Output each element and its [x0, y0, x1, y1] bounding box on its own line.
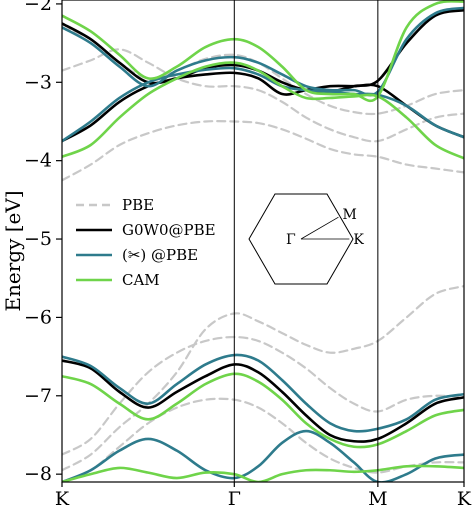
band-line-cam-14	[62, 61, 464, 160]
plot-frame	[61, 0, 465, 483]
y-tick-label: −7	[24, 385, 52, 407]
legend-label: PBE	[122, 196, 154, 214]
band-line-pbe-0	[62, 48, 464, 143]
x-tick-label: K	[55, 488, 70, 507]
band-line-pbe-5	[62, 397, 464, 482]
series-layer	[62, 0, 464, 482]
band-line-cam-15	[62, 372, 464, 449]
y-tick-label: −6	[24, 306, 52, 328]
y-tick-label: −4	[24, 150, 52, 172]
inset-m-label: M	[342, 207, 356, 223]
band-line-pbe-4	[62, 284, 464, 472]
band-line-g0w0-pbe-8	[62, 359, 464, 443]
y-axis: −2 −3 −4 −5 −6 −7 −8	[24, 0, 62, 485]
y-tick-label: −2	[24, 0, 52, 15]
band-line-pbe-12	[62, 429, 464, 482]
band-line-pbe-11	[62, 353, 464, 433]
brillouin-zone-inset: Γ M K	[248, 193, 364, 285]
x-tick-label: Γ	[228, 488, 241, 507]
band-line-pbe-10	[62, 66, 464, 143]
y-tick-label: −5	[24, 228, 52, 250]
band-line-cam-13	[62, 0, 464, 103]
y-tick-label: −8	[24, 463, 52, 485]
legend-label: CAM	[122, 271, 160, 289]
x-tick-label: K	[457, 488, 472, 507]
band-line-g0w0-pbe-7	[62, 71, 464, 143]
legend-label: G0W0@PBE	[122, 221, 216, 239]
y-axis-title: Energy [eV]	[1, 190, 25, 311]
band-line-cam-16	[62, 464, 464, 482]
bz-hexagon	[248, 193, 354, 285]
legend-label: (✂) @PBE	[122, 246, 198, 264]
y-tick-label: −3	[24, 71, 52, 93]
gamma-to-m-line	[300, 216, 339, 240]
band-line-pbe-3	[62, 335, 464, 456]
inset-gamma-label: Γ	[286, 232, 296, 248]
high-symmetry-lines	[233, 0, 379, 482]
x-tick-label: M	[368, 488, 387, 507]
inset-k-label: K	[353, 232, 364, 248]
band-line-pbe-1	[62, 120, 464, 182]
legend: PBE G0W0@PBE (✂) @PBE CAM	[76, 196, 216, 289]
